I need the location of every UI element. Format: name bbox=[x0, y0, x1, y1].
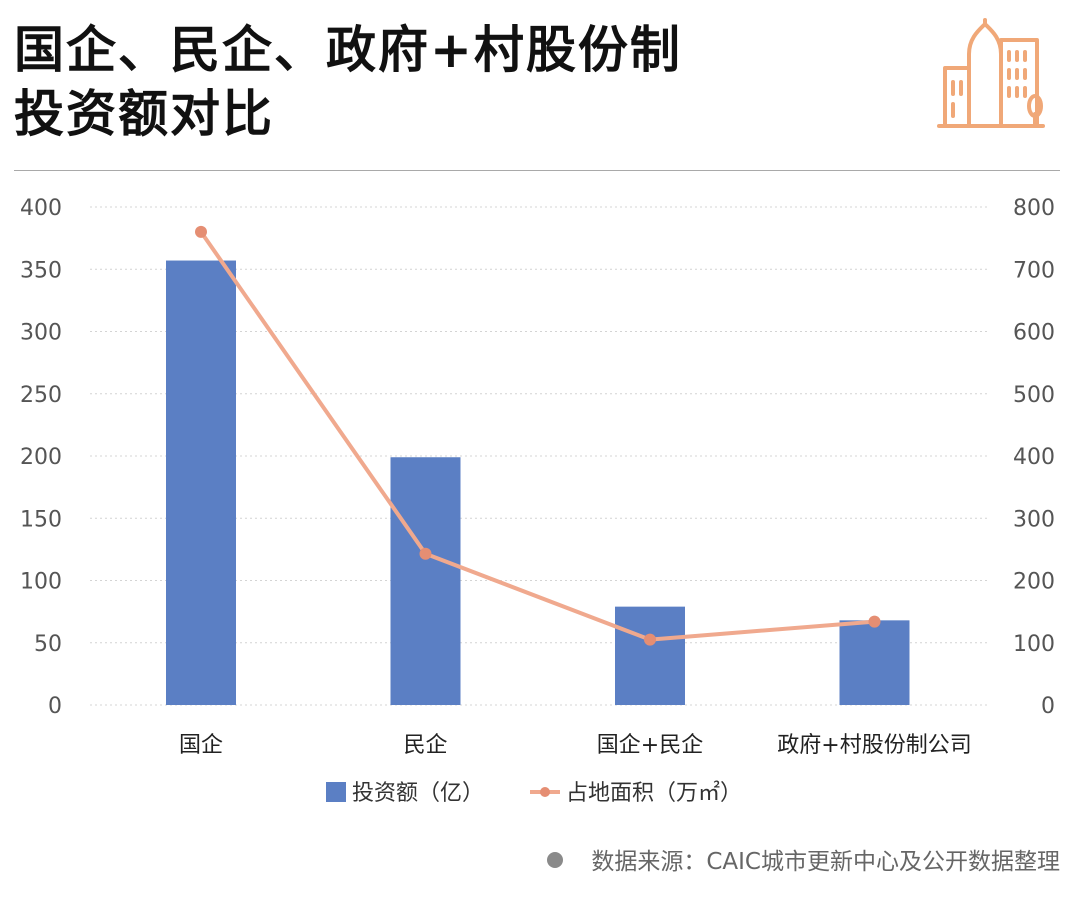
legend-line-marker bbox=[540, 787, 550, 797]
right-tick-label: 0 bbox=[1041, 694, 1055, 719]
legend-bar-swatch bbox=[326, 782, 346, 802]
right-tick-label: 300 bbox=[1013, 507, 1055, 532]
left-tick-label: 150 bbox=[20, 507, 62, 532]
x-tick-label: 国企+民企 bbox=[597, 733, 703, 758]
line-point bbox=[868, 615, 881, 628]
right-axis-labels: 0 100 200 300 400 500 600 700 800 bbox=[1013, 196, 1055, 719]
x-tick-label: 国企 bbox=[179, 733, 223, 758]
line-point bbox=[644, 633, 656, 646]
bar bbox=[615, 606, 685, 705]
line-path bbox=[199, 230, 875, 642]
chart-title: 国企、民企、政府+村股份制 投资额对比 bbox=[14, 18, 834, 146]
bullet-icon bbox=[547, 852, 564, 868]
left-tick-label: 300 bbox=[20, 321, 62, 346]
bar-series bbox=[166, 260, 910, 705]
left-tick-label: 200 bbox=[20, 445, 62, 470]
city-buildings-icon bbox=[937, 18, 1045, 128]
right-tick-label: 700 bbox=[1013, 258, 1055, 283]
line-point bbox=[419, 547, 432, 560]
right-tick-label: 200 bbox=[1013, 570, 1055, 595]
legend: 投资额（亿） 占地面积（万㎡） bbox=[326, 780, 742, 806]
right-tick-label: 600 bbox=[1013, 321, 1055, 346]
left-tick-label: 400 bbox=[20, 196, 62, 221]
right-tick-label: 100 bbox=[1013, 632, 1055, 657]
x-axis-labels: 国企 民企 国企+民企 政府+村股份制公司 bbox=[179, 733, 972, 758]
gridlines bbox=[90, 206, 990, 706]
bar bbox=[166, 260, 236, 705]
title-line-2: 投资额对比 bbox=[14, 85, 274, 143]
x-tick-label: 政府+村股份制公司 bbox=[777, 733, 971, 758]
right-tick-label: 800 bbox=[1013, 196, 1055, 221]
legend-bar-label: 投资额（亿） bbox=[352, 781, 484, 806]
source-note: 数据来源：CAIC城市更新中心及公开数据整理 bbox=[547, 842, 1060, 876]
divider bbox=[14, 170, 1060, 171]
legend-line-label: 占地面积（万㎡） bbox=[566, 780, 742, 806]
left-axis-labels: 0 50 100 150 200 250 300 350 400 bbox=[20, 196, 62, 719]
left-tick-label: 0 bbox=[48, 694, 62, 719]
left-tick-label: 100 bbox=[20, 570, 62, 595]
x-tick-label: 民企 bbox=[403, 733, 447, 758]
right-tick-label: 400 bbox=[1013, 445, 1055, 470]
bar bbox=[839, 620, 910, 705]
combo-chart: 0 50 100 150 200 250 300 350 400 0 100 200 300 400 50… bbox=[20, 196, 1055, 806]
right-tick-label: 500 bbox=[1013, 383, 1055, 408]
left-tick-label: 250 bbox=[20, 383, 62, 408]
source-text: 数据来源：CAIC城市更新中心及公开数据整理 bbox=[591, 849, 1060, 875]
left-tick-label: 50 bbox=[34, 632, 62, 657]
title-line-1: 国企、民企、政府+村股份制 bbox=[14, 21, 682, 79]
line-point bbox=[195, 225, 207, 238]
bar bbox=[390, 457, 461, 705]
line-series bbox=[195, 225, 881, 646]
left-tick-label: 350 bbox=[20, 258, 62, 283]
